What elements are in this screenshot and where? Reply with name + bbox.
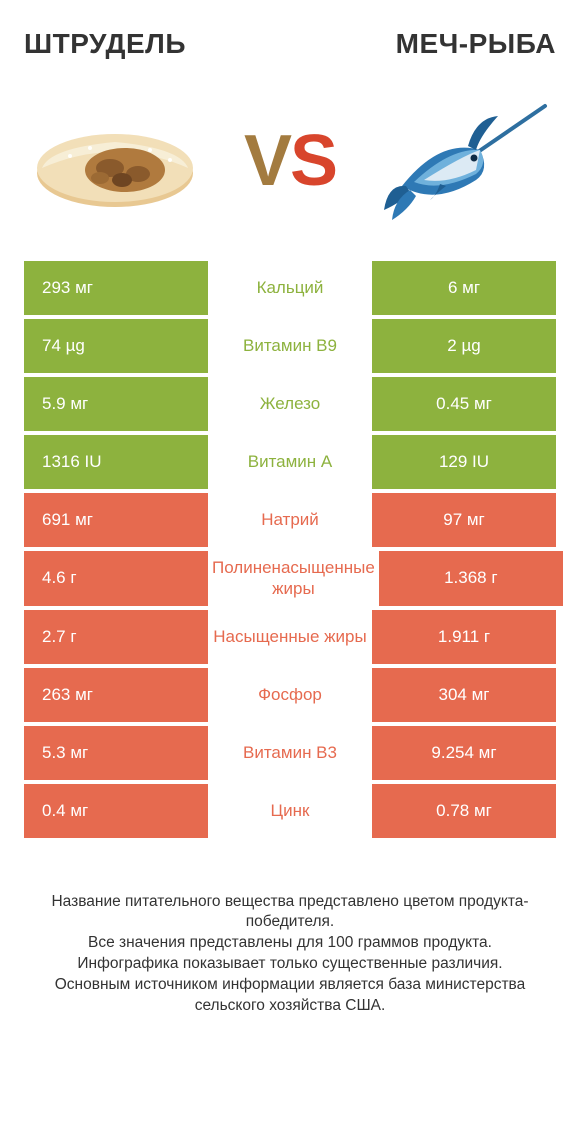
- product-left-title: ШТРУДЕЛЬ: [24, 28, 186, 60]
- nutrient-name: Полиненасыщенные жиры: [208, 551, 379, 606]
- value-left: 5.9 мг: [24, 377, 208, 431]
- table-row: 293 мгКальций6 мг: [24, 261, 556, 315]
- value-left: 263 мг: [24, 668, 208, 722]
- product-right-image: [380, 88, 550, 233]
- nutrient-name: Витамин B9: [208, 319, 372, 373]
- comparison-table: 293 мгКальций6 мг74 µgВитамин B92 µg5.9 …: [24, 261, 556, 838]
- value-left: 691 мг: [24, 493, 208, 547]
- nutrient-name: Витамин B3: [208, 726, 372, 780]
- vs-label: VS: [244, 125, 336, 197]
- value-left: 0.4 мг: [24, 784, 208, 838]
- value-left: 4.6 г: [24, 551, 208, 606]
- value-right: 129 IU: [372, 435, 556, 489]
- vs-s: S: [290, 121, 336, 201]
- table-row: 74 µgВитамин B92 µg: [24, 319, 556, 373]
- value-left: 74 µg: [24, 319, 208, 373]
- product-right-title: МЕЧ-РЫБА: [396, 28, 556, 60]
- value-right: 6 мг: [372, 261, 556, 315]
- value-right: 1.911 г: [372, 610, 556, 664]
- nutrient-name: Натрий: [208, 493, 372, 547]
- value-left: 5.3 мг: [24, 726, 208, 780]
- table-row: 5.3 мгВитамин B39.254 мг: [24, 726, 556, 780]
- nutrient-name: Витамин A: [208, 435, 372, 489]
- infographic-root: ШТРУДЕЛЬ МЕЧ-РЫБА VS: [0, 0, 580, 1017]
- value-left: 293 мг: [24, 261, 208, 315]
- value-left: 1316 IU: [24, 435, 208, 489]
- hero-row: VS: [24, 88, 556, 233]
- table-row: 1316 IUВитамин A129 IU: [24, 435, 556, 489]
- table-row: 691 мгНатрий97 мг: [24, 493, 556, 547]
- nutrient-name: Фосфор: [208, 668, 372, 722]
- value-right: 0.45 мг: [372, 377, 556, 431]
- table-row: 4.6 гПолиненасыщенные жиры1.368 г: [24, 551, 556, 606]
- value-right: 304 мг: [372, 668, 556, 722]
- value-left: 2.7 г: [24, 610, 208, 664]
- footnote-text: Название питательного вещества представл…: [24, 892, 556, 1018]
- nutrient-name: Насыщенные жиры: [208, 610, 372, 664]
- table-row: 0.4 мгЦинк0.78 мг: [24, 784, 556, 838]
- nutrient-name: Железо: [208, 377, 372, 431]
- table-row: 2.7 гНасыщенные жиры1.911 г: [24, 610, 556, 664]
- title-bar: ШТРУДЕЛЬ МЕЧ-РЫБА: [24, 28, 556, 60]
- table-row: 263 мгФосфор304 мг: [24, 668, 556, 722]
- value-right: 1.368 г: [379, 551, 563, 606]
- value-right: 0.78 мг: [372, 784, 556, 838]
- nutrient-name: Цинк: [208, 784, 372, 838]
- table-row: 5.9 мгЖелезо0.45 мг: [24, 377, 556, 431]
- value-right: 97 мг: [372, 493, 556, 547]
- product-left-image: [30, 98, 200, 223]
- vs-v: V: [244, 121, 290, 201]
- value-right: 2 µg: [372, 319, 556, 373]
- nutrient-name: Кальций: [208, 261, 372, 315]
- value-right: 9.254 мг: [372, 726, 556, 780]
